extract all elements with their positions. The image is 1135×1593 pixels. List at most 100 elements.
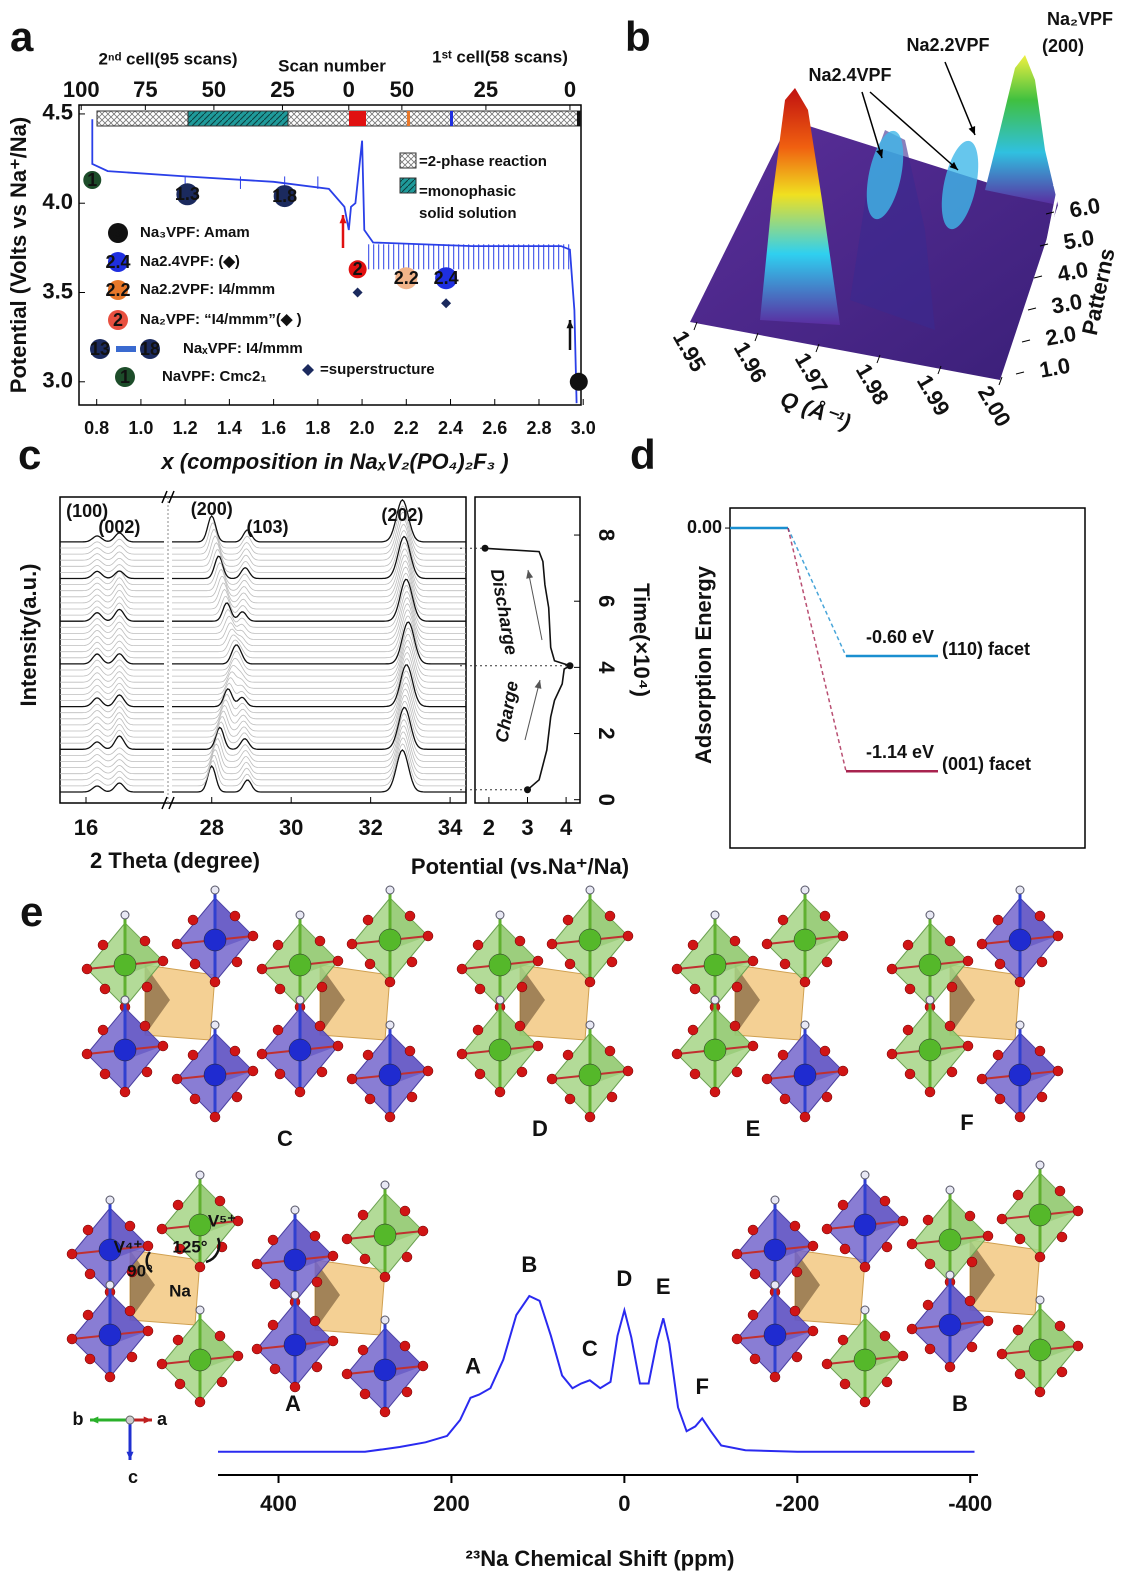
x-tick-label: 16 — [74, 815, 98, 840]
axis-label: c — [128, 1467, 138, 1487]
oxygen-atom — [475, 1069, 485, 1079]
oxygen-atom — [217, 1377, 227, 1387]
x-tick-label: 1.0 — [128, 418, 153, 438]
oxygen-atom — [385, 1112, 395, 1122]
oxygen-atom — [748, 956, 758, 966]
metal-atom — [939, 1229, 961, 1251]
oxygen-atom — [925, 1259, 935, 1269]
oxygen-atom — [565, 1094, 575, 1104]
oxygen-atom — [905, 1069, 915, 1079]
oxygen-atom — [517, 1067, 527, 1077]
phase-marker — [577, 111, 580, 126]
oxygen-atom — [273, 1025, 283, 1035]
metal-atom — [794, 1064, 816, 1086]
x-tick-label: 1.2 — [173, 418, 198, 438]
oxygen-atom — [1015, 977, 1025, 987]
oxygen-atom — [310, 1231, 320, 1241]
oxygen-atom — [732, 1067, 742, 1077]
oxygen-atom — [127, 1352, 137, 1362]
oxygen-atom — [923, 1300, 933, 1310]
metal-atom — [284, 1334, 306, 1356]
oxygen-atom — [125, 1221, 135, 1231]
oxygen-atom — [923, 1215, 933, 1225]
oxygen-atom — [605, 911, 615, 921]
oxygen-atom — [820, 911, 830, 921]
oxygen-atom — [310, 1316, 320, 1326]
y-axis-label: Time(×10⁴) — [629, 583, 654, 697]
x-tick-label: 0 — [618, 1491, 630, 1516]
oxygen-atom — [85, 1354, 95, 1364]
panel-label: a — [10, 13, 34, 60]
metal-atom — [99, 1324, 121, 1346]
x2-axis-label: Scan number — [278, 56, 386, 75]
oxygen-atom — [257, 1049, 267, 1059]
oxygen-atom — [190, 1094, 200, 1104]
oxygen-atom — [770, 1372, 780, 1382]
metal-atom — [579, 1064, 601, 1086]
oxygen-atom — [342, 1234, 352, 1244]
oxygen-atom — [473, 1025, 483, 1035]
x-tick-label: 2.2 — [394, 418, 419, 438]
oxygen-atom — [790, 1221, 800, 1231]
oxygen-atom — [903, 1025, 913, 1035]
oxygen-atom — [607, 957, 617, 967]
fluorine-atom — [291, 1291, 299, 1299]
oxygen-atom — [328, 1336, 338, 1346]
x-tick-label: 1.8 — [305, 418, 330, 438]
metal-atom — [204, 929, 226, 951]
oxygen-atom — [730, 936, 740, 946]
x2-tick-label: 75 — [133, 77, 157, 102]
oxygen-atom — [963, 1041, 973, 1051]
oxygen-atom — [405, 911, 415, 921]
phase-key-text: solid solution — [419, 205, 517, 222]
oxygen-atom — [120, 1087, 130, 1097]
phase-bar — [97, 111, 580, 126]
structure-label: E — [746, 1116, 761, 1141]
oxygen-atom — [157, 1359, 167, 1369]
oxygen-atom — [1073, 1341, 1083, 1351]
fluorine-atom — [296, 996, 304, 1004]
oxygen-atom — [252, 1344, 262, 1354]
oxygen-atom — [82, 964, 92, 974]
cell-label: 2ⁿᵈ cell(95 scans) — [98, 49, 237, 68]
oxygen-atom — [993, 915, 1003, 925]
oxygen-atom — [672, 964, 682, 974]
oxygen-atom — [880, 1331, 890, 1341]
metal-atom — [579, 929, 601, 951]
structure-annotation: V⁴⁺ — [114, 1237, 143, 1256]
x-axis-label: Potential (vs.Na⁺/Na) — [411, 854, 629, 879]
legend-badge-label: 18 — [140, 339, 160, 359]
fluorine-atom — [496, 911, 504, 919]
oxygen-atom — [380, 1272, 390, 1282]
oxygen-atom — [1035, 1046, 1045, 1056]
oxygen-atom — [808, 1241, 818, 1251]
oxygen-atom — [967, 1342, 977, 1352]
x-tick-label: 1.6 — [261, 418, 286, 438]
oxygen-atom — [232, 957, 242, 967]
x-tick-label: 0.8 — [84, 418, 109, 438]
oxygen-atom — [232, 1092, 242, 1102]
y-tick-label: 8 — [594, 529, 619, 541]
oxygen-atom — [993, 1050, 1003, 1060]
phase-key — [400, 153, 416, 168]
oxygen-atom — [67, 1249, 77, 1259]
oxygen-atom — [623, 1066, 633, 1076]
peak-label: Na₂VPF — [1047, 9, 1113, 29]
oxygen-atom — [328, 1251, 338, 1261]
fluorine-atom — [1016, 1021, 1024, 1029]
oxygen-atom — [405, 1046, 415, 1056]
metal-atom — [854, 1349, 876, 1371]
oxygen-atom — [945, 936, 955, 946]
oxygen-atom — [188, 915, 198, 925]
y-tick-label: 0 — [594, 794, 619, 806]
oxygen-atom — [780, 959, 790, 969]
peak-label: (103) — [246, 517, 288, 537]
marker-label: 1 — [87, 170, 97, 190]
oxygen-atom — [173, 1335, 183, 1345]
oxygen-atom — [778, 1050, 788, 1060]
structure-label: F — [960, 1110, 973, 1135]
y-tick-label: 2.0 — [1044, 321, 1078, 351]
oxygen-atom — [85, 1269, 95, 1279]
oxygen-atom — [268, 1320, 278, 1330]
oxygen-atom — [230, 1046, 240, 1056]
